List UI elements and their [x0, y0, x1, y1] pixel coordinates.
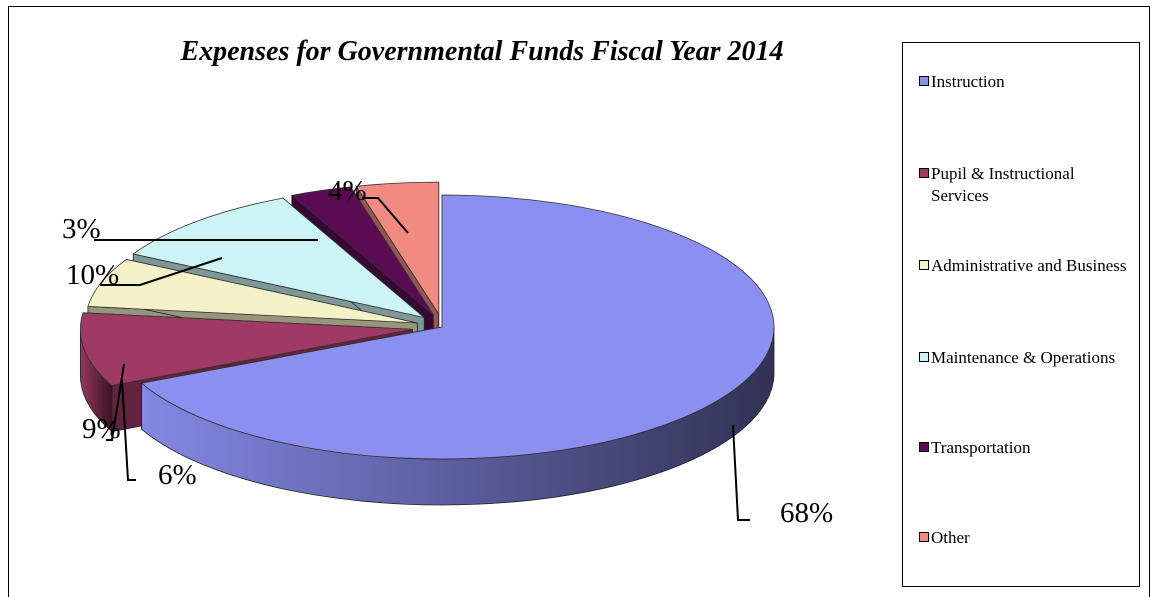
leader-line-pupil-instructional-services	[106, 363, 125, 441]
data-label-maintenance-operations: 10%	[66, 259, 119, 291]
legend-label: Administrative and Business	[931, 256, 1127, 275]
pie-slice-transportation	[290, 186, 434, 316]
chart-title: Expenses for Governmental Funds Fiscal Y…	[180, 36, 784, 67]
legend-swatch-other	[919, 532, 929, 542]
data-labels: 68% 9% 6% 10% 3% 4%	[62, 175, 833, 529]
legend-item-pupil-instructional-services: Pupil & Instructional Services	[919, 163, 1134, 207]
legend-swatch-transportation	[919, 442, 929, 452]
data-label-other: 4%	[328, 175, 367, 207]
leader-lines	[94, 197, 750, 521]
leader-line-other	[362, 197, 409, 234]
legend-label: Maintenance & Operations	[931, 348, 1116, 367]
legend-swatch-instruction	[919, 76, 929, 86]
leader-line-maintenance-operations	[100, 257, 223, 286]
legend-item-instruction: Instruction	[919, 71, 1134, 93]
legend-label: Pupil & Instructional Services	[931, 164, 1075, 205]
leader-line-administrative-and-business	[121, 379, 136, 481]
pie-slice-pupil-instructional-services	[79, 312, 413, 386]
legend-label: Instruction	[931, 72, 1005, 91]
legend-swatch-maintenance-operations	[919, 352, 929, 362]
legend-item-administrative-business: Administrative and Business	[919, 255, 1134, 277]
legend-item-other: Other	[919, 527, 1134, 549]
leader-line-instruction	[732, 424, 750, 521]
legend-swatch-administrative-business	[919, 260, 929, 270]
data-label-administrative-and-business: 6%	[158, 459, 197, 491]
legend-item-maintenance-operations: Maintenance & Operations	[919, 347, 1134, 369]
pie-slice-other	[355, 181, 440, 316]
legend-label: Other	[931, 528, 970, 547]
legend: Instruction Pupil & Instructional Servic…	[902, 42, 1140, 587]
legend-item-transportation: Transportation	[919, 437, 1134, 459]
legend-swatch-pupil-instructional-services	[919, 168, 929, 178]
legend-label: Transportation	[931, 438, 1031, 457]
data-label-pupil-instructional-services: 9%	[82, 413, 121, 445]
pie-slices	[79, 181, 775, 506]
pie-slice-instruction	[140, 194, 775, 460]
data-label-transportation: 3%	[62, 213, 101, 245]
pie-slice-maintenance-operations	[132, 197, 425, 318]
data-label-instruction: 68%	[780, 497, 833, 529]
